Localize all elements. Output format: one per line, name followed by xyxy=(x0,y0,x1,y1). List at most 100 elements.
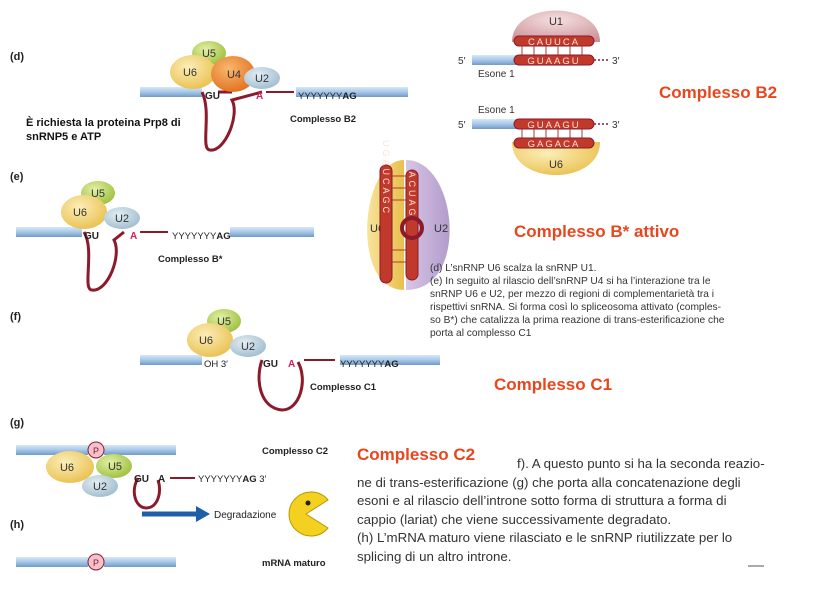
u6-three-prime: 3′ xyxy=(612,120,620,131)
prp8-note-line1: È richiesta la proteina Prp8 di xyxy=(26,116,181,129)
gu-label-d: GU xyxy=(205,91,220,102)
yy-label-g: YYYYYYYAG 3′ xyxy=(198,474,267,485)
exon-left-g xyxy=(16,445,88,455)
u6-label-g: U6 xyxy=(60,462,74,474)
degradation-arrowhead xyxy=(196,506,210,522)
panel-h-letter: (h) xyxy=(10,519,24,531)
caption-fgh-line: f). A questo punto si ha la seconda reaz… xyxy=(517,456,765,471)
heading-complex-c2: Complesso C2 xyxy=(357,445,476,464)
exon-left-h xyxy=(16,557,88,567)
exon-right-g xyxy=(104,445,176,455)
pacman-icon xyxy=(288,491,329,537)
caption-fgh-line: ne di trans-esterificazione (g) che port… xyxy=(357,474,741,490)
u2-snrna-vertical xyxy=(405,169,419,281)
panel-f-letter: (f) xyxy=(10,311,21,323)
a-label-g: A xyxy=(158,474,165,485)
u6-label-e: U6 xyxy=(73,207,87,219)
u6-label-d: U6 xyxy=(183,67,197,79)
yy-label-e: YYYYYYYAG xyxy=(172,231,231,242)
u1-three-prime: 3′ xyxy=(612,56,620,67)
u2-label-f: U2 xyxy=(241,341,255,353)
caption-fgh-line: (h) L’mRNA maturo viene rilasciato e le … xyxy=(357,530,733,545)
exon-right-h xyxy=(104,557,176,567)
exon-left-e xyxy=(16,227,82,237)
u6-exon-seq: GUAAGU xyxy=(527,120,580,131)
oh-label-f: OH 3′ xyxy=(204,359,228,370)
u6-base-pairs xyxy=(521,129,583,138)
u5-label-e: U5 xyxy=(91,188,105,200)
u5-label-g: U5 xyxy=(108,461,122,473)
caption-de-line: rispettivi snRNA. Si forma così lo splic… xyxy=(430,302,722,313)
prp8-note-line2: snRNP5 e ATP xyxy=(26,131,101,143)
phosphate-label-g: P xyxy=(93,446,99,456)
u6-snrnp-e xyxy=(61,195,107,229)
u1-exon-label: Esone 1 xyxy=(478,69,515,80)
exon-right-d xyxy=(296,87,408,97)
exon-left-f xyxy=(140,355,202,365)
u6-five-prime: 5′ xyxy=(458,120,466,131)
intron-loop-e xyxy=(82,230,125,292)
u1-snrnp-inset xyxy=(512,10,600,42)
u1-label-inset: U1 xyxy=(549,16,563,28)
phosphate-h xyxy=(87,553,105,571)
gu-label-g: GU xyxy=(134,474,149,485)
caption-fgh-line: splicing di un altro introne. xyxy=(357,548,512,564)
u6-label-f: U6 xyxy=(199,335,213,347)
u1-seq: CAUUCA xyxy=(528,37,580,48)
u6-snrnp-inset xyxy=(512,142,600,175)
caption-fgh-line: cappio (lariat) che viene successivament… xyxy=(357,511,672,527)
u2-vertical-seq: ACUAG xyxy=(407,171,417,218)
phosphate-label-h: P xyxy=(93,558,99,568)
u1-snrna-strand xyxy=(513,35,595,47)
heading-complex-bstar: Complesso B* attivo xyxy=(514,222,680,241)
u1-five-prime: 5′ xyxy=(458,56,466,67)
a-label-e: A xyxy=(130,231,137,242)
u2-label-g: U2 xyxy=(93,481,107,493)
u2-snrnp-g xyxy=(82,475,118,497)
u2-snrnp-f xyxy=(230,335,266,357)
exon-right-f xyxy=(340,355,440,365)
u6-snrnp-d xyxy=(170,55,216,89)
yy-label-f: YYYYYYYAG xyxy=(340,359,399,370)
caption-de-line: porta al complesso C1 xyxy=(430,328,532,339)
a-label-f: A xyxy=(288,359,295,370)
panel-d-letter: (d) xyxy=(10,51,24,63)
panel-e-letter: (e) xyxy=(10,171,24,183)
u6-label-inset: U6 xyxy=(549,159,563,171)
complex-name-d: Complesso B2 xyxy=(290,114,356,125)
u2-hairpin xyxy=(400,216,424,240)
heading-complex-c1: Complesso C1 xyxy=(494,375,613,394)
heading-complex-b2: Complesso B2 xyxy=(659,83,778,102)
u1-base-pairs xyxy=(521,46,583,55)
complex-name-f: Complesso C1 xyxy=(310,382,377,393)
exon-left-d xyxy=(140,87,202,97)
caption-de: (d) L’snRNP U6 scalza la snRNP U1. (e) I… xyxy=(430,262,815,340)
intron-loop-f xyxy=(257,359,304,412)
u5-label-f: U5 xyxy=(217,316,231,328)
u2-label-e: U2 xyxy=(115,213,129,225)
intron-loop-d xyxy=(200,90,263,152)
u6-snrnp-g xyxy=(46,451,94,483)
degradation-label: Degradazione xyxy=(214,510,277,521)
u2-label-u6u2: U2 xyxy=(434,223,448,235)
u6-vertical-seq: UGAUCAGC xyxy=(381,140,391,216)
caption-de-line: (e) In seguito al rilascio dell’snRNP U4… xyxy=(430,276,711,287)
caption-de-line: (d) L’snRNP U6 scalza la snRNP U1. xyxy=(430,263,597,274)
u5-snrnp-g xyxy=(96,454,132,478)
caption-fgh: f). A questo punto si ha la seconda reaz… xyxy=(357,455,812,566)
exon1-bar-u1 xyxy=(472,55,520,65)
u6u2-base-pairs xyxy=(392,175,406,263)
a-label-d: A xyxy=(256,91,263,102)
u4-label-d: U4 xyxy=(227,69,241,81)
u6-seq: GAGACA xyxy=(528,139,581,150)
exon1-bar-u6 xyxy=(472,119,520,129)
caption-de-line: so B*) che catalizza la prima reazione d… xyxy=(430,315,725,326)
u5-label-d: U5 xyxy=(202,48,216,60)
u6-snrna-strand xyxy=(513,137,595,149)
complex-name-h: mRNA maturo xyxy=(262,558,326,569)
complex-name-g: Complesso C2 xyxy=(262,446,328,457)
panel-g-letter: (g) xyxy=(10,417,24,429)
gu-label-e: GU xyxy=(84,231,99,242)
pacman-eye-icon xyxy=(305,500,311,506)
